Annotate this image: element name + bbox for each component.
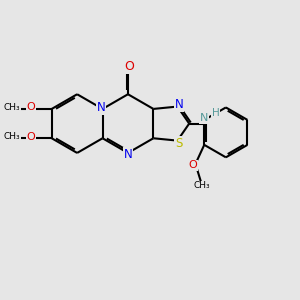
Text: N: N [175, 98, 183, 111]
Text: N: N [200, 113, 208, 123]
Text: O: O [27, 132, 36, 142]
Text: N: N [97, 101, 106, 114]
Text: S: S [175, 137, 183, 150]
Text: O: O [27, 103, 36, 112]
Text: N: N [124, 148, 132, 161]
Text: CH₃: CH₃ [193, 182, 210, 190]
Text: CH₃: CH₃ [4, 103, 20, 112]
Text: CH₃: CH₃ [4, 132, 20, 141]
Text: O: O [124, 60, 134, 73]
Text: O: O [188, 160, 197, 170]
Text: H: H [212, 108, 220, 118]
